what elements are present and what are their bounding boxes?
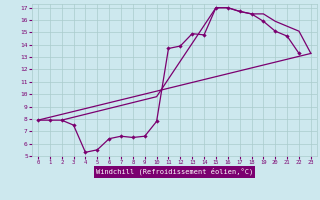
- X-axis label: Windchill (Refroidissement éolien,°C): Windchill (Refroidissement éolien,°C): [96, 168, 253, 175]
